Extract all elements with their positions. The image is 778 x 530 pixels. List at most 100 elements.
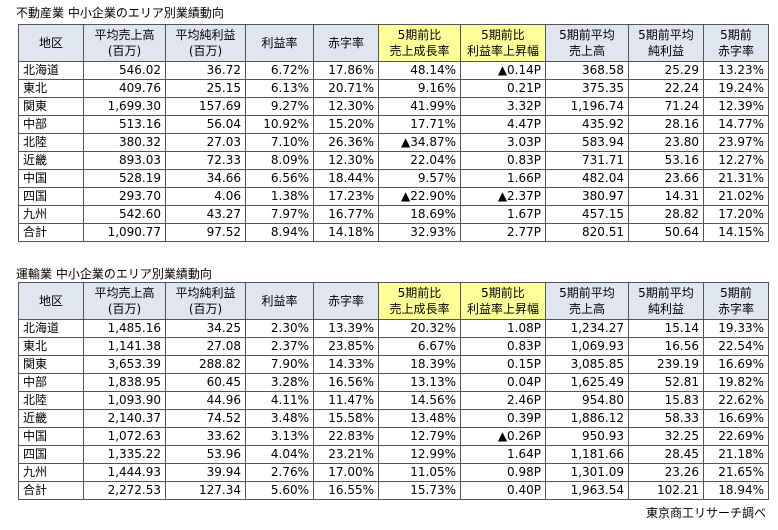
- value-cell: 546.02: [83, 61, 166, 80]
- value-cell: 2.77P: [460, 223, 546, 242]
- column-header: 5期前 赤字率: [703, 24, 769, 62]
- value-cell: 22.69%: [703, 427, 769, 446]
- column-header: 地区: [18, 282, 84, 320]
- value-cell: 16.69%: [703, 409, 769, 428]
- column-header: 5期前比売上成長率: [378, 282, 461, 320]
- table-row: 中部 513.16 56.04 10.92% 15.20% 17.71% 4.47P 435.…: [18, 115, 769, 134]
- value-cell: 22.83%: [313, 427, 379, 446]
- value-cell: 2.76%: [245, 463, 314, 482]
- table-row: 東北 409.76 25.15 6.13% 20.71% 9.16% 0.21P 375.35…: [18, 79, 769, 98]
- area-cell: 近畿: [18, 151, 84, 170]
- table-title: 不動産業 中小企業のエリア別業績動向: [16, 6, 224, 20]
- value-cell: 21.65%: [703, 463, 769, 482]
- value-cell: 15.14: [628, 319, 704, 338]
- value-cell: 1,093.90: [83, 391, 166, 410]
- area-cell: 中部: [18, 373, 84, 392]
- value-cell: 1,963.54: [545, 481, 629, 500]
- value-cell: 288.82: [165, 355, 246, 374]
- value-cell: 16.56%: [313, 373, 379, 392]
- value-cell: 1,886.12: [545, 409, 629, 428]
- header-text: 赤字率: [717, 302, 754, 316]
- header-text: 純利益: [647, 302, 684, 316]
- column-header: 赤字率: [313, 282, 379, 320]
- header-text: 純利益: [647, 44, 684, 58]
- column-header: 利益率: [245, 282, 314, 320]
- value-cell: 3.13%: [245, 427, 314, 446]
- column-header: 利益率: [245, 24, 314, 62]
- value-cell: 50.64: [628, 223, 704, 242]
- value-cell: 0.21P: [460, 79, 546, 98]
- value-cell: 44.96: [165, 391, 246, 410]
- header-text: 売上成長率: [389, 302, 450, 316]
- area-cell: 東北: [18, 337, 84, 356]
- table-row: 北陸 380.32 27.03 7.10% 26.36% ▲34.87% 3.03P 583.…: [18, 133, 769, 152]
- table-row: 関東 3,653.39 288.82 7.90% 14.33% 18.39% 0.15P 3,…: [18, 355, 769, 374]
- value-cell: 14.77%: [703, 115, 769, 134]
- header-text: 5期前: [720, 28, 752, 42]
- value-cell: 1,090.77: [83, 223, 166, 242]
- value-cell: 157.69: [165, 97, 246, 116]
- header-text: 5期前平均: [559, 286, 615, 300]
- area-cell: 関東: [18, 355, 84, 374]
- value-cell: 72.33: [165, 151, 246, 170]
- value-cell: 731.71: [545, 151, 629, 170]
- value-cell: 17.20%: [703, 205, 769, 224]
- header-text: (百万): [107, 44, 142, 58]
- value-cell: 36.72: [165, 61, 246, 80]
- value-cell: 3.28%: [245, 373, 314, 392]
- value-cell: 2,272.53: [83, 481, 166, 500]
- value-cell: 0.83P: [460, 151, 546, 170]
- value-cell: 22.62%: [703, 391, 769, 410]
- column-header: 5期前平均 売上高: [545, 282, 629, 320]
- header-text: 5期前: [720, 286, 752, 300]
- header-text: 売上成長率: [389, 44, 450, 58]
- value-cell: 542.60: [83, 205, 166, 224]
- area-cell: 北陸: [18, 133, 84, 152]
- value-cell: 27.03: [165, 133, 246, 152]
- value-cell: 583.94: [545, 133, 629, 152]
- column-header: 5期前平均 純利益: [628, 282, 704, 320]
- column-header: 5期前平均 売上高: [545, 24, 629, 62]
- table-row: 近畿 2,140.37 74.52 3.48% 15.58% 13.48% 0.39P 1,8…: [18, 409, 769, 428]
- header-text: (百万): [188, 44, 223, 58]
- value-cell: 1,072.63: [83, 427, 166, 446]
- area-cell: 九州: [18, 463, 84, 482]
- table: 地区 平均売上高 (百万) 平均純利益 (百万) 利益率 赤字率 5期前比 売上成長率 5期前比利…: [18, 24, 769, 242]
- area-cell: 北海道: [18, 61, 84, 80]
- value-cell: 528.19: [83, 169, 166, 188]
- value-cell: 513.16: [83, 115, 166, 134]
- value-cell: 17.23%: [313, 187, 379, 206]
- value-cell: 0.83P: [460, 337, 546, 356]
- value-cell: 41.99%: [378, 97, 461, 116]
- header-text: 赤字率: [327, 294, 364, 308]
- value-cell: 1.38%: [245, 187, 314, 206]
- value-cell: 71.24: [628, 97, 704, 116]
- table-row: 合計 1,090.77 97.52 8.94% 14.18% 32.93% 2.77P 820…: [18, 223, 769, 242]
- header-text: 5期前比: [397, 286, 442, 300]
- value-cell: 1,625.49: [545, 373, 629, 392]
- value-cell: 6.67%: [378, 337, 461, 356]
- value-cell: 16.56: [628, 337, 704, 356]
- value-cell: 1,069.93: [545, 337, 629, 356]
- value-cell: 16.69%: [703, 355, 769, 374]
- value-cell: 16.55%: [313, 481, 379, 500]
- value-cell: 3,085.85: [545, 355, 629, 374]
- value-cell: 14.15%: [703, 223, 769, 242]
- value-cell: 1,196.74: [545, 97, 629, 116]
- value-cell: 33.62: [165, 427, 246, 446]
- value-cell: 1,444.93: [83, 463, 166, 482]
- value-cell: 9.57%: [378, 169, 461, 188]
- value-cell: 15.20%: [313, 115, 379, 134]
- value-cell: 368.58: [545, 61, 629, 80]
- value-cell: 12.27%: [703, 151, 769, 170]
- header-text: 地区: [38, 294, 63, 308]
- value-cell: 14.33%: [313, 355, 379, 374]
- header-text: 利益率: [261, 294, 298, 308]
- value-cell: 1.66P: [460, 169, 546, 188]
- value-cell: 102.21: [628, 481, 704, 500]
- table-row: 四国 293.70 4.06 1.38% 17.23% ▲22.90% ▲2.37P 380.…: [18, 187, 769, 206]
- column-header: 5期前平均 純利益: [628, 24, 704, 62]
- column-header: 地区: [18, 24, 84, 62]
- value-cell: 53.96: [165, 445, 246, 464]
- value-cell: 13.39%: [313, 319, 379, 338]
